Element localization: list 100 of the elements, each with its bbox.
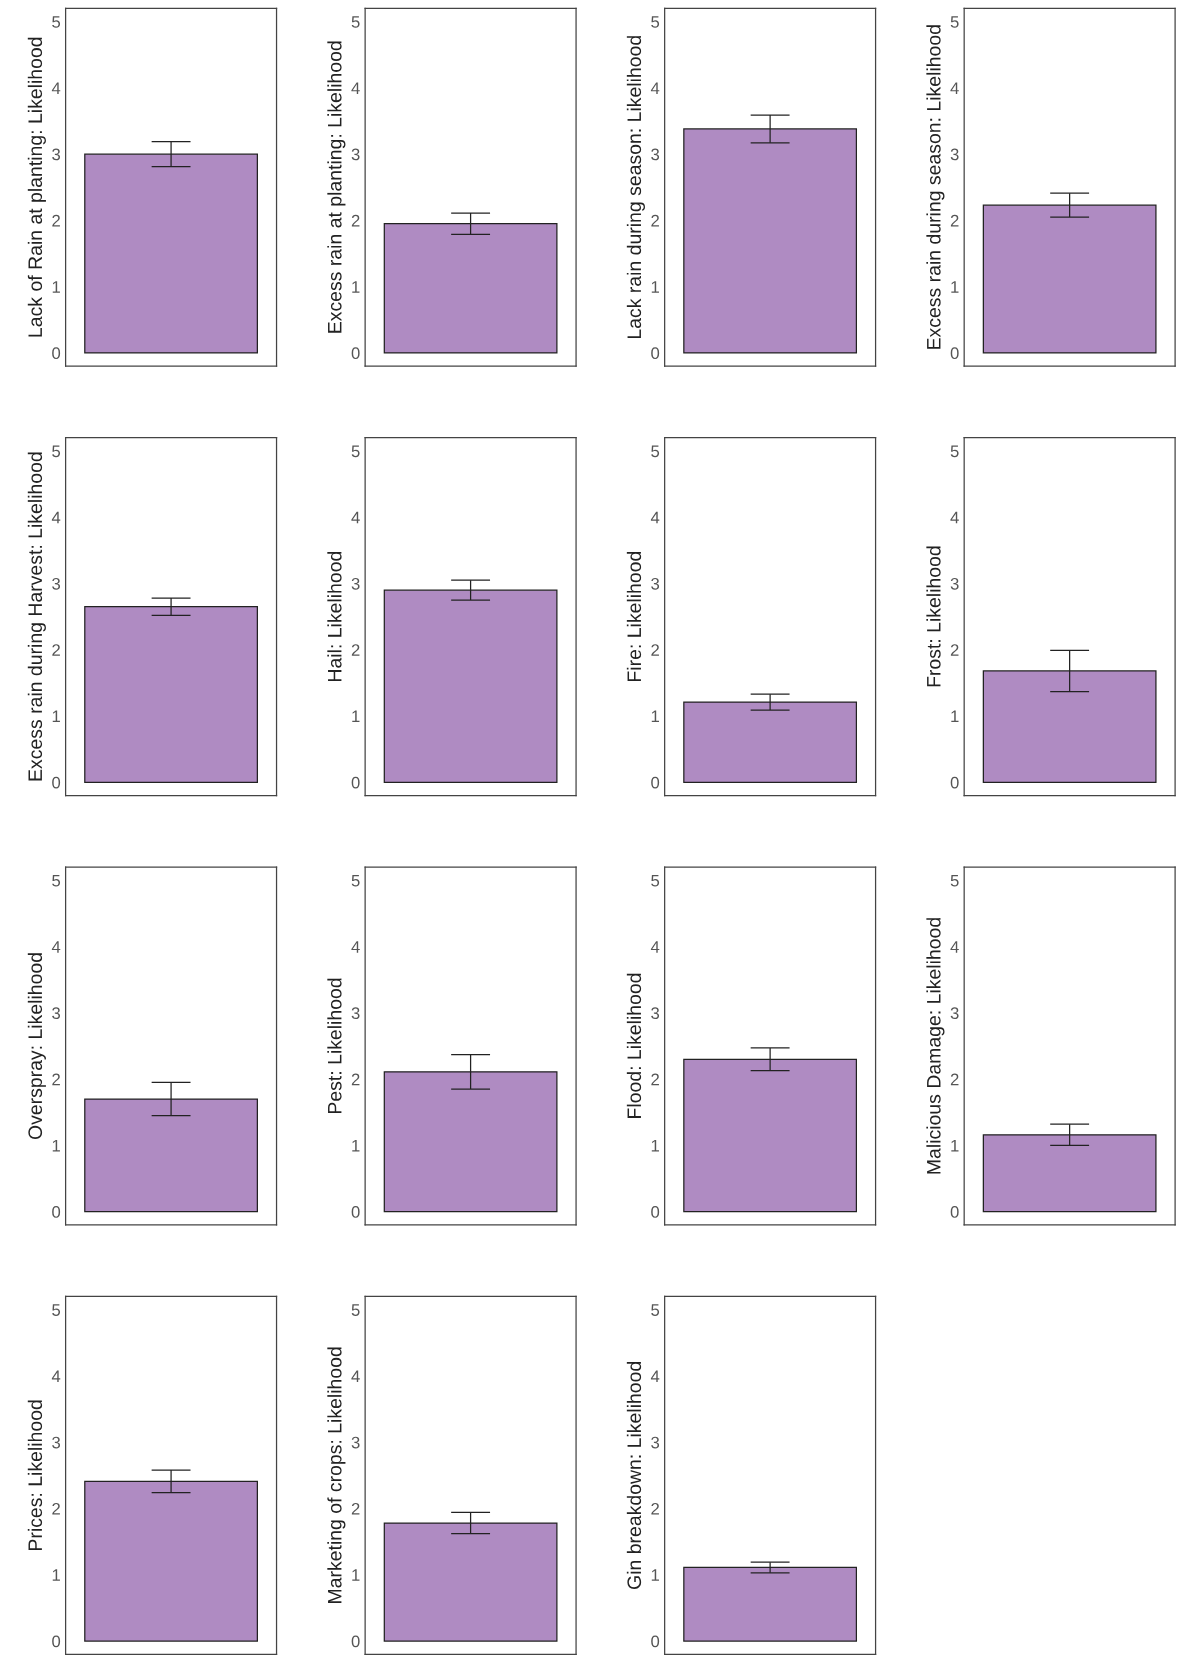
y-tick-label: 1 — [651, 1139, 659, 1152]
y-tick-label: 2 — [351, 644, 360, 656]
y-tick-label: 2 — [950, 214, 959, 227]
y-tick-label: 3 — [351, 148, 360, 161]
y-tick-label: 2 — [651, 644, 659, 656]
y-tick-label: 2 — [651, 214, 659, 227]
y-tick-label: 4 — [51, 82, 61, 94]
y-axis-title: Prices: Likelihood — [27, 1400, 43, 1550]
y-tick-label: 4 — [650, 82, 660, 94]
y-tick-label: 5 — [351, 445, 360, 458]
y-tick-label: 2 — [351, 1502, 360, 1515]
y-tick-label: 4 — [51, 1370, 61, 1383]
y-tick-label: 5 — [52, 445, 61, 458]
y-tick-label: 1 — [651, 710, 659, 723]
y-tick-label: 5 — [52, 16, 61, 28]
y-tick-label: 5 — [351, 1304, 360, 1316]
y-tick-label: 1 — [352, 1569, 360, 1581]
y-tick-label: 5 — [52, 874, 61, 887]
y-tick-label: 3 — [52, 1436, 61, 1449]
y-tick-label: 5 — [351, 874, 360, 887]
y-tick-label: 3 — [651, 577, 660, 590]
y-tick-label: 2 — [351, 1073, 360, 1086]
y-tick-label: 3 — [651, 1436, 660, 1449]
y-tick-label: 3 — [52, 148, 61, 161]
y-tick-label: 5 — [651, 445, 660, 458]
y-axis-title: Excess rain at planting: Likelihood — [327, 41, 346, 333]
y-tick-label: 3 — [651, 1007, 660, 1020]
y-tick-label: 4 — [950, 511, 959, 524]
y-tick-label: 4 — [351, 82, 360, 94]
y-axis-title: Marketing of crops: Likelihood — [327, 1347, 346, 1603]
y-tick-label: 0 — [52, 347, 61, 360]
y-tick-label: 1 — [352, 281, 360, 293]
y-tick-label: 0 — [351, 1635, 360, 1648]
y-tick-label: 1 — [651, 281, 659, 293]
y-tick-label: 3 — [950, 148, 959, 161]
y-tick-label: 3 — [52, 1007, 61, 1020]
y-tick-label: 5 — [950, 445, 959, 458]
y-tick-label: 1 — [651, 1569, 659, 1581]
y-tick-label: 0 — [52, 1206, 61, 1218]
y-tick-label: 4 — [351, 941, 360, 953]
y-axis-title: Malicious Damage: Likelihood — [926, 918, 945, 1174]
y-tick-label: 3 — [52, 577, 61, 590]
y-tick-label: 3 — [351, 577, 360, 590]
y-tick-label: 0 — [950, 1206, 959, 1218]
y-tick-label: 0 — [950, 776, 959, 789]
y-tick-label: 5 — [351, 16, 360, 28]
y-tick-label: 0 — [950, 347, 959, 360]
y-tick-label: 1 — [52, 1139, 60, 1152]
y-tick-label: 4 — [51, 511, 61, 524]
y-tick-label: 3 — [351, 1436, 360, 1449]
y-tick-label: 5 — [651, 16, 660, 28]
y-tick-label: 0 — [651, 1635, 660, 1648]
y-tick-label: 4 — [650, 511, 660, 524]
y-tick-label: 2 — [52, 644, 60, 656]
y-tick-label: 0 — [351, 1206, 360, 1218]
y-axis-title: Lack rain during season: Likelihood — [626, 36, 645, 339]
y-tick-label: 0 — [52, 776, 61, 789]
y-tick-label: 1 — [951, 1139, 959, 1152]
y-axis-title: Overspray: Likelihood — [27, 953, 46, 1140]
y-tick-label: 2 — [950, 1073, 959, 1086]
y-tick-label: 1 — [52, 281, 60, 293]
y-tick-label: 0 — [651, 1206, 660, 1218]
y-tick-label: 2 — [52, 214, 60, 227]
y-tick-label: 0 — [351, 776, 360, 789]
y-tick-label: 4 — [351, 511, 360, 524]
y-tick-label: 3 — [950, 1007, 959, 1020]
y-tick-label: 3 — [950, 577, 959, 590]
y-tick-label: 1 — [352, 1139, 360, 1152]
y-tick-label: 1 — [52, 710, 60, 723]
y-tick-label: 1 — [951, 281, 959, 293]
y-axis-title: Gin breakdown: Likelihood — [626, 1362, 642, 1589]
y-tick-label: 4 — [650, 1370, 660, 1383]
y-tick-label: 3 — [351, 1007, 360, 1020]
y-tick-label: 5 — [651, 1304, 660, 1316]
y-axis-title: Lack of Rain at planting: Likelihood — [27, 37, 46, 337]
y-tick-label: 5 — [52, 1304, 61, 1316]
y-axis-title: Flood: Likelihood — [626, 973, 642, 1118]
y-tick-label: 4 — [51, 941, 61, 953]
y-axis-title: Frost: Likelihood — [926, 546, 941, 687]
y-tick-label: 4 — [650, 941, 660, 953]
y-tick-label: 2 — [52, 1073, 60, 1086]
y-tick-label: 4 — [950, 82, 959, 94]
y-tick-label: 1 — [951, 710, 959, 723]
y-tick-label: 5 — [950, 874, 959, 887]
y-tick-label: 1 — [52, 1569, 60, 1581]
y-tick-label: 2 — [651, 1502, 659, 1515]
y-tick-label: 0 — [351, 347, 360, 360]
y-axis-title: Hail: Likelihood — [327, 551, 342, 681]
y-tick-label: 0 — [52, 1635, 61, 1648]
y-tick-label: 3 — [651, 148, 660, 161]
y-axis-title: Pest: Likelihood — [327, 978, 342, 1114]
y-tick-label: 5 — [950, 16, 959, 28]
y-tick-label: 4 — [950, 941, 959, 953]
y-axis-title: Excess rain during season: Likelihood — [926, 25, 945, 349]
y-tick-label: 2 — [351, 214, 360, 227]
y-tick-label: 5 — [651, 874, 660, 887]
y-tick-label: 2 — [52, 1502, 60, 1515]
y-tick-label: 0 — [651, 347, 660, 360]
y-axis-title: Excess rain during Harvest: Likelihood — [27, 452, 46, 781]
y-tick-label: 0 — [651, 776, 660, 789]
